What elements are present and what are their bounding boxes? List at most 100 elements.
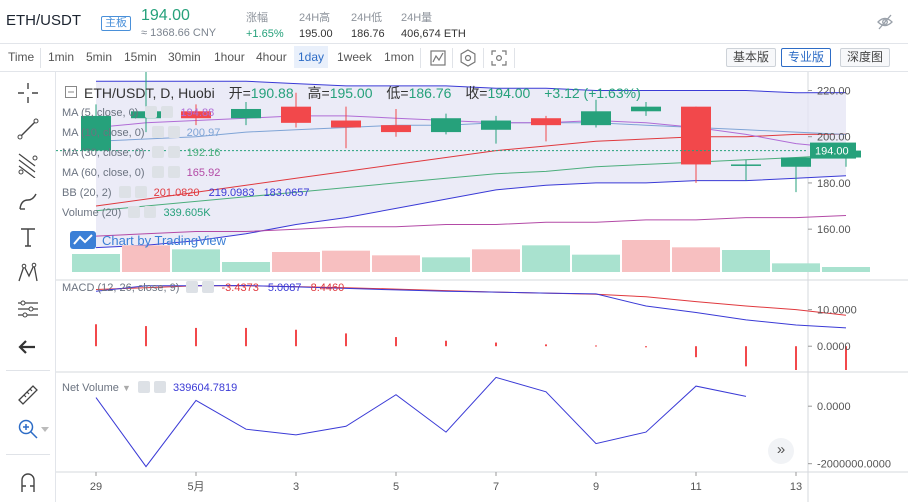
magnet-icon[interactable] <box>15 468 41 494</box>
candle-body[interactable] <box>181 111 211 119</box>
price-tick-label: 160.00 <box>817 224 851 236</box>
legend-ma10[interactable]: MA (10, close, 0) 200.97 <box>62 126 220 139</box>
screenshot-icon[interactable] <box>489 48 509 68</box>
indicator-remove-icon[interactable] <box>167 166 180 178</box>
candle-body[interactable] <box>81 115 111 151</box>
back-arrow-icon[interactable] <box>15 334 41 360</box>
candle-body[interactable] <box>631 106 661 112</box>
low-label: 低= <box>386 85 409 101</box>
price-chart[interactable]: 194.00 220.00 200.00 180.00 160.00 10.0000 0.0… <box>56 72 908 502</box>
indicator-settings-icon[interactable] <box>151 126 164 138</box>
pattern-tool-icon[interactable] <box>15 260 41 286</box>
divider <box>514 48 515 68</box>
settings-gear-icon[interactable] <box>458 48 478 68</box>
interval-1mon[interactable]: 1mon <box>384 50 415 64</box>
indicator-remove-icon[interactable] <box>202 281 215 293</box>
candle-body[interactable] <box>231 108 261 119</box>
indicator-settings-icon[interactable] <box>118 186 131 198</box>
candle-body[interactable] <box>581 111 611 126</box>
cny-price: ≈ 1368.66 CNY <box>141 27 217 39</box>
zoom-in-icon[interactable] <box>15 416 41 442</box>
candle-body[interactable] <box>431 118 461 133</box>
candle-body[interactable] <box>331 120 361 128</box>
indicator-remove-icon[interactable] <box>167 126 180 138</box>
hide-chart-icon[interactable] <box>876 13 894 31</box>
macd-hist-bar <box>445 340 447 347</box>
text-tool-icon[interactable] <box>15 224 41 250</box>
legend-bollinger[interactable]: BB (20, 2) 201.0820 219.0983 183.0657 <box>62 186 309 199</box>
interval-5min[interactable]: 5min <box>86 50 113 64</box>
divider <box>420 48 421 68</box>
chart-canvas[interactable]: 194.00 220.00 200.00 180.00 160.00 10.0000 0.0… <box>56 72 908 502</box>
interval-30min[interactable]: 30min <box>168 50 201 64</box>
macd-line-value: 5.0087 <box>267 282 302 294</box>
legend-ma30[interactable]: MA (30, close, 0) 192.16 <box>62 146 220 159</box>
indicator-settings-icon[interactable] <box>186 281 199 293</box>
volume-bar <box>122 245 170 272</box>
time-tick-label: 9 <box>593 481 599 493</box>
indicator-remove-icon[interactable] <box>161 106 174 118</box>
macd-hist-bar <box>795 346 797 370</box>
interval-4hour[interactable]: 4hour <box>256 50 287 64</box>
prediction-tool-icon[interactable] <box>15 296 41 322</box>
legend-net-volume[interactable]: Net Volume ▼ 339604.7819 <box>62 381 237 394</box>
indicator-value: 192.16 <box>186 147 221 159</box>
legend-macd[interactable]: MACD (12, 26, close, 9) -3.4373 5.0087 8… <box>62 281 344 294</box>
open-label: 开= <box>228 85 251 101</box>
collapse-icon[interactable] <box>65 86 77 98</box>
indicator-settings-icon[interactable] <box>151 166 164 178</box>
last-price-tag <box>810 142 856 159</box>
indicator-remove-icon[interactable] <box>153 381 166 393</box>
time-tick-label: 11 <box>690 481 701 493</box>
chevron-down-icon[interactable] <box>40 426 50 434</box>
candle-body[interactable] <box>731 164 761 166</box>
candle-body[interactable] <box>531 118 561 126</box>
basic-version-button[interactable]: 基本版 <box>726 48 777 67</box>
candle-body[interactable] <box>381 125 411 133</box>
interval-15min[interactable]: 15min <box>124 50 157 64</box>
trend-line-icon[interactable] <box>15 116 41 142</box>
indicator-settings-icon[interactable] <box>128 206 141 218</box>
bb-basis-line <box>95 133 847 207</box>
symbol-label[interactable]: ETH/USDT, D, Huobi <box>84 85 215 101</box>
watermark-text: Chart by TradingView <box>102 233 227 248</box>
indicator-label: Volume (20) <box>62 207 122 219</box>
candle-body[interactable] <box>681 106 711 165</box>
candle-body[interactable] <box>481 120 511 130</box>
tradingview-watermark[interactable]: Chart by TradingView <box>70 231 226 249</box>
depth-chart-button[interactable]: 深度图 <box>840 48 891 67</box>
legend-ma5[interactable]: MA (5, close, 0) 194.88 <box>62 106 214 119</box>
crosshair-icon[interactable] <box>15 80 41 106</box>
macd-hist-bar <box>545 344 547 347</box>
interval-1day[interactable]: 1day <box>294 46 329 68</box>
interval-1week[interactable]: 1week <box>337 50 372 64</box>
interval-1hour[interactable]: 1hour <box>214 50 245 64</box>
indicator-remove-icon[interactable] <box>167 146 180 158</box>
legend-volume[interactable]: Volume (20) 339.605K <box>62 206 211 219</box>
indicator-settings-icon[interactable] <box>137 381 150 393</box>
interval-1min[interactable]: 1min <box>48 50 75 64</box>
macd-hist-value: -3.4373 <box>221 282 259 294</box>
chevron-down-icon[interactable]: ▼ <box>121 383 131 393</box>
time-tick-label: 29 <box>90 481 102 493</box>
legend-ma60[interactable]: MA (60, close, 0) 165.92 <box>62 166 220 179</box>
indicators-icon[interactable] <box>428 48 448 68</box>
pair-symbol[interactable]: ETH/USDT <box>6 12 81 29</box>
volume-bar <box>322 250 370 272</box>
indicator-settings-icon[interactable] <box>151 146 164 158</box>
pro-version-button[interactable]: 专业版 <box>781 48 832 67</box>
candle-body[interactable] <box>781 157 811 167</box>
brush-icon[interactable] <box>15 188 41 214</box>
close-value: 194.00 <box>487 85 531 101</box>
indicator-settings-icon[interactable] <box>145 106 158 118</box>
indicator-remove-icon[interactable] <box>144 206 157 218</box>
stat-change: 涨幅 +1.65% <box>246 9 284 40</box>
ruler-icon[interactable] <box>15 382 41 408</box>
candle-body[interactable] <box>281 106 311 123</box>
fib-tool-icon[interactable] <box>15 152 41 178</box>
scroll-to-latest-button[interactable]: » <box>768 438 794 464</box>
stat-24h-high: 24H高 195.00 <box>299 9 333 40</box>
indicator-remove-icon[interactable] <box>134 186 147 198</box>
last-price: 194.00 <box>141 7 190 24</box>
bb-lower-value: 183.0657 <box>263 187 310 199</box>
